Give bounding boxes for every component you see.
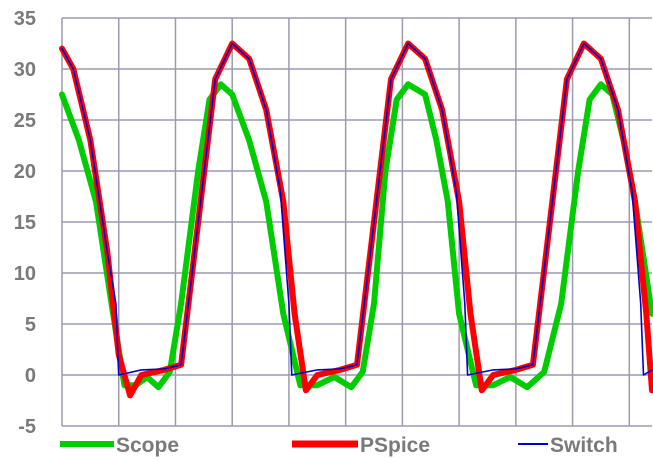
y-tick-label: 25 <box>14 110 36 132</box>
legend-swatch-pspice <box>292 440 358 448</box>
y-tick-label: 30 <box>14 59 36 81</box>
series-line-pspice <box>59 40 653 399</box>
legend-swatch-scope <box>60 441 114 447</box>
y-tick-label: 35 <box>14 8 36 30</box>
y-tick-label: 15 <box>14 212 36 234</box>
legend: Scope PSpice Switch <box>60 434 618 457</box>
series-line-scope <box>59 81 653 391</box>
grid <box>61 17 652 427</box>
series-lines <box>59 40 653 399</box>
y-axis-ticks: 35 30 25 20 15 10 5 0 -5 <box>14 8 36 438</box>
legend-label-scope: Scope <box>116 434 179 457</box>
y-tick-label: 0 <box>25 365 36 387</box>
y-tick-label: -5 <box>18 416 36 438</box>
y-tick-label: 10 <box>14 263 36 285</box>
series-line-switch <box>61 42 653 376</box>
y-tick-label: 20 <box>14 161 36 183</box>
y-tick-label: 5 <box>25 314 36 336</box>
legend-label-switch: Switch <box>550 434 618 457</box>
legend-label-pspice: PSpice <box>360 434 430 457</box>
legend-swatch-switch <box>518 443 548 445</box>
